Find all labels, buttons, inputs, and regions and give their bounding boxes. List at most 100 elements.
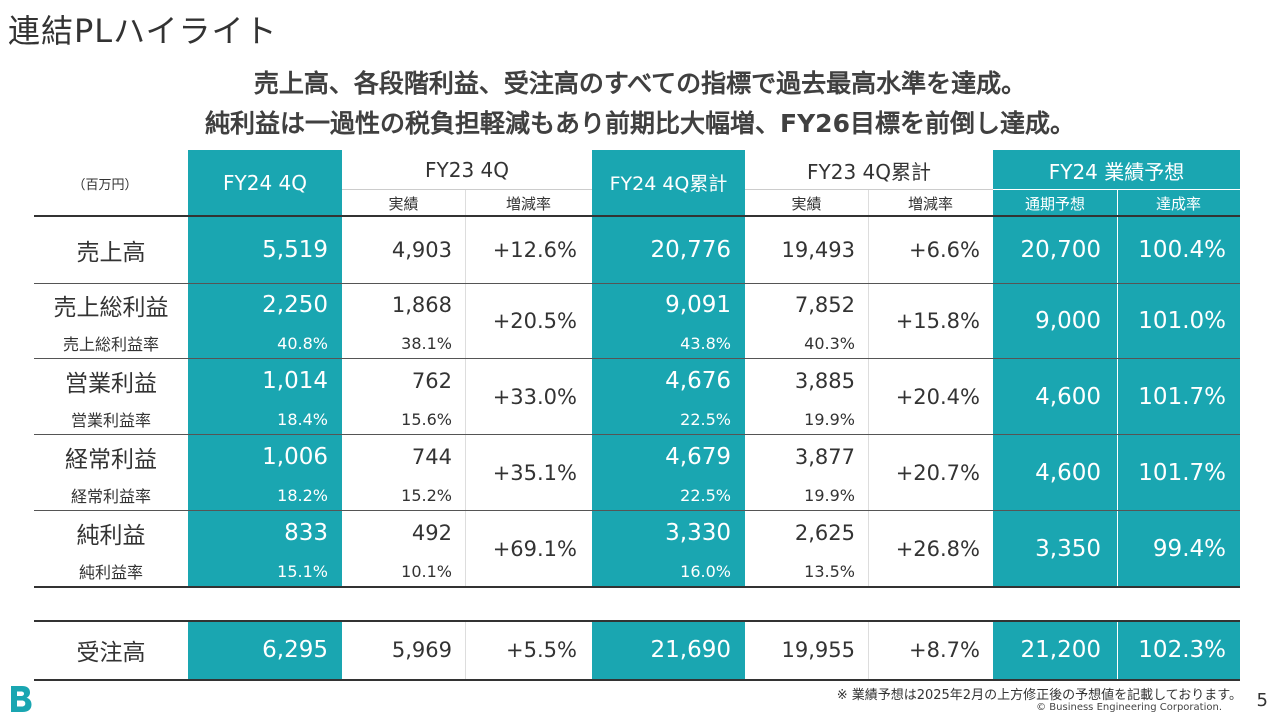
revenue-fy24q4: 5,519 <box>262 237 328 263</box>
header-forecast: FY24 業績予想 <box>1048 159 1185 184</box>
row-label-net-rate: 純利益率 <box>78 563 143 582</box>
row-label-orders: 受注高 <box>76 640 146 666</box>
row-label-net: 純利益 <box>76 523 146 549</box>
net-q-change: +69.1% <box>492 537 577 561</box>
table-bottom-line <box>34 586 1240 588</box>
net-fy23q4-rate: 10.1% <box>401 561 452 581</box>
operating-fy24q4-rate: 18.4% <box>277 409 328 429</box>
orders-achievement: 102.3% <box>1138 637 1226 663</box>
orders-fy24cum: 21,690 <box>650 637 731 663</box>
ordinary-fy24q4: 1,006 <box>262 444 328 470</box>
ordinary-fy23q4: 744 <box>411 445 452 469</box>
row-label-revenue: 売上高 <box>76 240 146 266</box>
subheader-fy23cum-actual: 実績 <box>791 194 822 213</box>
revenue-fy24cum: 20,776 <box>650 237 731 263</box>
gross-achievement: 101.0% <box>1138 308 1226 334</box>
ordinary-fy24cum: 4,679 <box>665 444 731 470</box>
divider-orders-forecast <box>1117 622 1118 679</box>
divider-orders-fy23q4 <box>465 622 466 679</box>
headline-line-2: 純利益は一過性の税負担軽減もあり前期比大幅増、FY26目標を前倒し達成。 <box>205 109 1075 138</box>
gross-forecast: 9,000 <box>1035 308 1101 334</box>
net-fy24q4-rate: 15.1% <box>277 561 328 581</box>
divider-forecast <box>1117 190 1118 586</box>
gross-fy23q4-rate: 38.1% <box>401 333 452 353</box>
operating-fy23cum: 3,885 <box>794 369 855 393</box>
ordinary-fy23cum-rate: 19.9% <box>804 485 855 505</box>
row-label-gross: 売上総利益 <box>53 295 169 321</box>
ordinary-forecast: 4,600 <box>1035 460 1101 486</box>
ordinary-cum-change: +20.7% <box>895 461 980 485</box>
header-fy24q4: FY24 4Q <box>223 170 307 195</box>
subheader-fy23q4-change: 増減率 <box>505 194 551 213</box>
fy24q4-orders-bg <box>188 621 342 680</box>
operating-forecast: 4,600 <box>1035 384 1101 410</box>
row-line-4 <box>34 510 1240 511</box>
gross-fy24q4-rate: 40.8% <box>277 333 328 353</box>
ordinary-fy23cum: 3,877 <box>794 445 855 469</box>
divider-fy23q4 <box>465 190 466 586</box>
ordinary-fy24q4-rate: 18.2% <box>277 485 328 505</box>
ordinary-achievement: 101.7% <box>1138 460 1226 486</box>
row-label-operating-rate: 営業利益率 <box>70 411 151 430</box>
orders-fy24q4: 6,295 <box>262 637 328 663</box>
net-fy23cum: 2,625 <box>794 521 855 545</box>
gross-fy23cum: 7,852 <box>794 293 855 317</box>
forecast-orders-bg <box>993 621 1240 680</box>
header-bottom-line <box>34 215 1240 217</box>
operating-fy24q4: 1,014 <box>262 368 328 394</box>
header-fy23q4: FY23 4Q <box>425 158 509 182</box>
header-fy23cum: FY23 4Q累計 <box>807 159 931 184</box>
operating-fy23cum-rate: 19.9% <box>804 409 855 429</box>
row-label-ordinary: 経常利益 <box>65 447 157 473</box>
row-label-operating: 営業利益 <box>65 371 157 397</box>
fy24cum-column-bg <box>592 150 745 587</box>
operating-fy24cum: 4,676 <box>665 368 731 394</box>
net-fy23cum-rate: 13.5% <box>804 561 855 581</box>
revenue-fy23q4: 4,903 <box>391 238 452 262</box>
gross-fy24cum-rate: 43.8% <box>680 333 731 353</box>
gross-cum-change: +15.8% <box>895 309 980 333</box>
b-logo-icon <box>11 686 32 712</box>
subheader-line-fy23q4 <box>342 189 592 190</box>
ordinary-q-change: +35.1% <box>492 461 577 485</box>
footnote: ※ 業績予想は2025年2月の上方修正後の予想値を記載しております。 <box>836 688 1242 703</box>
unit-label: （百万円） <box>72 177 138 193</box>
subheader-line-fy23cum <box>745 189 993 190</box>
gross-q-change: +20.5% <box>492 309 577 333</box>
header-fy24cum: FY24 4Q累計 <box>609 173 728 195</box>
ordinary-fy24cum-rate: 22.5% <box>680 485 731 505</box>
subheader-full-year: 通期予想 <box>1024 194 1085 213</box>
orders-top-line <box>34 620 1240 622</box>
net-fy24cum: 3,330 <box>665 520 731 546</box>
row-label-gross-rate: 売上総利益率 <box>62 335 159 354</box>
operating-cum-change: +20.4% <box>895 385 980 409</box>
orders-fy23cum: 19,955 <box>781 638 855 662</box>
row-line-2 <box>34 358 1240 359</box>
net-achievement: 99.4% <box>1152 536 1226 562</box>
ordinary-fy23q4-rate: 15.2% <box>401 485 452 505</box>
subheader-fy23cum-change: 増減率 <box>907 194 953 213</box>
net-cum-change: +26.8% <box>895 537 980 561</box>
operating-q-change: +33.0% <box>492 385 577 409</box>
orders-q-change: +5.5% <box>506 638 577 662</box>
subheader-fy23q4-actual: 実績 <box>388 194 419 213</box>
row-label-ordinary-rate: 経常利益率 <box>70 487 151 506</box>
gross-fy23q4: 1,868 <box>391 293 452 317</box>
net-fy24q4: 833 <box>284 520 328 546</box>
fy24q4-column-bg <box>188 150 342 587</box>
operating-fy23q4-rate: 15.6% <box>401 409 452 429</box>
orders-forecast: 21,200 <box>1020 637 1101 663</box>
revenue-fy23cum: 19,493 <box>781 238 855 262</box>
forecast-column-bg <box>993 150 1240 587</box>
revenue-q-change: +12.6% <box>492 238 577 262</box>
orders-bottom-line <box>34 679 1240 681</box>
revenue-forecast: 20,700 <box>1020 237 1101 263</box>
gross-fy23cum-rate: 40.3% <box>804 333 855 353</box>
copyright: © Business Engineering Corporation. <box>1036 702 1222 713</box>
row-line-3 <box>34 434 1240 435</box>
gross-fy24cum: 9,091 <box>665 292 731 318</box>
fy24cum-orders-bg <box>592 621 745 680</box>
revenue-achievement: 100.4% <box>1138 237 1226 263</box>
gross-fy24q4: 2,250 <box>262 292 328 318</box>
revenue-cum-change: +6.6% <box>909 238 980 262</box>
